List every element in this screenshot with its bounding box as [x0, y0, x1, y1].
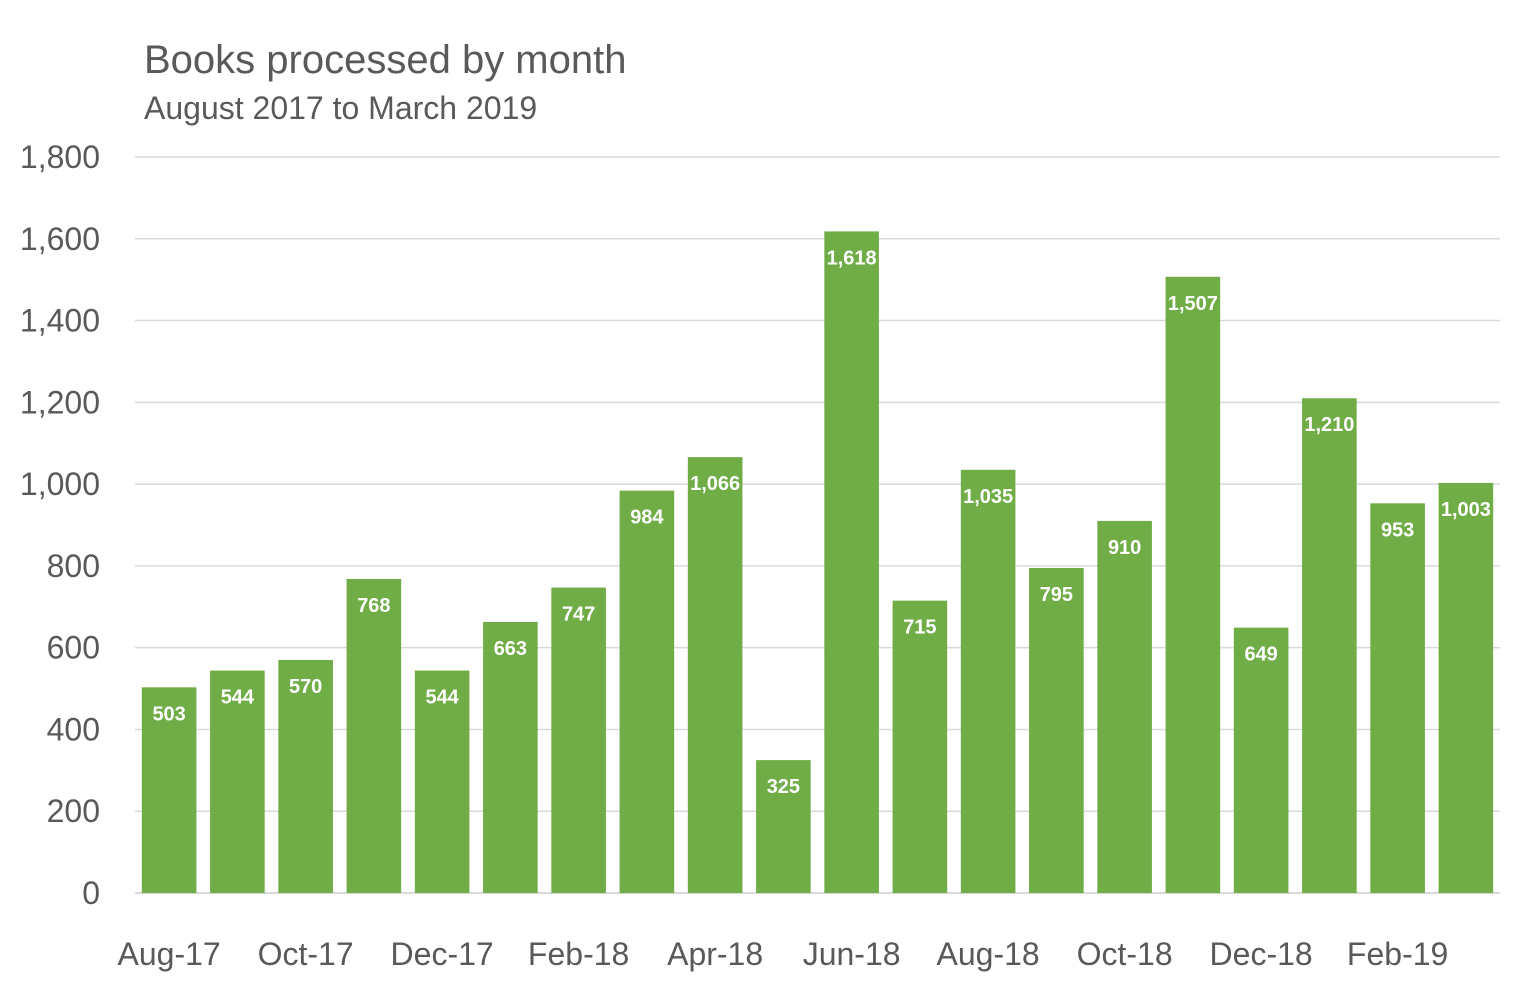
bar-may-18 — [756, 760, 811, 893]
data-label: 1,066 — [690, 473, 740, 495]
data-label: 544 — [221, 687, 255, 709]
bar-jun-18 — [824, 231, 879, 893]
chart-subtitle: August 2017 to March 2019 — [144, 90, 538, 126]
x-tick-label: Feb-19 — [1347, 936, 1448, 972]
bar-nov-17 — [346, 578, 402, 893]
data-label: 910 — [1108, 537, 1141, 559]
x-axis-tick-labels: Aug-17 Oct-17 Dec-17 Feb-18 Apr-18 Jun-18 Aug-… — [118, 936, 1449, 972]
data-label: 649 — [1244, 644, 1277, 666]
data-label: 1,003 — [1441, 499, 1491, 521]
bar-oct-17 — [278, 659, 333, 893]
x-tick-label: Aug-18 — [937, 936, 1040, 972]
data-label: 663 — [494, 638, 527, 660]
bar-aug-18 — [960, 469, 1016, 893]
y-tick-label: 1,800 — [20, 139, 100, 175]
data-label: 795 — [1040, 584, 1073, 606]
bar-feb-19 — [1370, 503, 1425, 893]
x-tick-label: Oct-17 — [258, 936, 354, 972]
chart-title: Books processed by month — [144, 38, 627, 82]
gridlines — [135, 156, 1500, 894]
bar-dec-17 — [414, 670, 470, 893]
y-tick-label: 600 — [47, 630, 100, 666]
bar-feb-18 — [551, 587, 606, 893]
x-tick-label: Apr-18 — [667, 936, 763, 972]
bar-mar-18 — [619, 490, 675, 893]
data-label: 1,035 — [963, 486, 1013, 508]
x-tick-label: Feb-18 — [528, 936, 629, 972]
x-tick-label: Dec-17 — [391, 936, 494, 972]
bar-nov-18 — [1165, 276, 1221, 893]
bar-oct-18 — [1097, 520, 1152, 893]
y-tick-label: 1,000 — [20, 466, 100, 502]
x-tick-label: Dec-18 — [1210, 936, 1313, 972]
bar-sep-18 — [1029, 567, 1084, 893]
y-tick-label: 1,600 — [20, 221, 100, 257]
data-label: 325 — [767, 776, 800, 798]
bar-dec-18 — [1233, 627, 1289, 893]
y-axis-tick-labels: 0 200 400 600 800 1,000 1,200 1,400 1,600 1,800 — [20, 139, 100, 911]
data-label: 544 — [425, 687, 459, 709]
x-tick-label: Jun-18 — [803, 936, 901, 972]
data-label: 503 — [152, 703, 185, 725]
data-label: 953 — [1381, 519, 1414, 541]
y-tick-label: 1,200 — [20, 384, 100, 420]
data-label: 984 — [630, 507, 664, 529]
x-tick-label: Aug-17 — [118, 936, 221, 972]
bar-mar-19 — [1438, 482, 1494, 893]
bar-jul-18 — [892, 600, 948, 893]
bar-aug-17 — [141, 687, 197, 893]
bar-sep-17 — [210, 670, 265, 893]
bars — [141, 231, 1494, 893]
data-label: 715 — [903, 617, 936, 639]
data-label: 1,507 — [1168, 293, 1218, 315]
data-labels: 503 544 570 768 544 663 747 984 1,066 325 1,618 715… — [152, 247, 1490, 798]
y-tick-label: 0 — [82, 875, 100, 911]
data-label: 570 — [289, 676, 322, 698]
y-tick-label: 800 — [47, 548, 100, 584]
bar-jan-18 — [483, 621, 538, 893]
bar-apr-18 — [687, 457, 743, 893]
data-label: 1,618 — [827, 247, 877, 269]
data-label: 747 — [562, 604, 595, 626]
data-label: 1,210 — [1304, 414, 1354, 436]
y-tick-label: 200 — [47, 793, 100, 829]
x-tick-label: Oct-18 — [1077, 936, 1173, 972]
y-tick-label: 400 — [47, 711, 100, 747]
bar-jan-19 — [1302, 398, 1357, 893]
y-tick-label: 1,400 — [20, 303, 100, 339]
data-label: 768 — [357, 595, 390, 617]
